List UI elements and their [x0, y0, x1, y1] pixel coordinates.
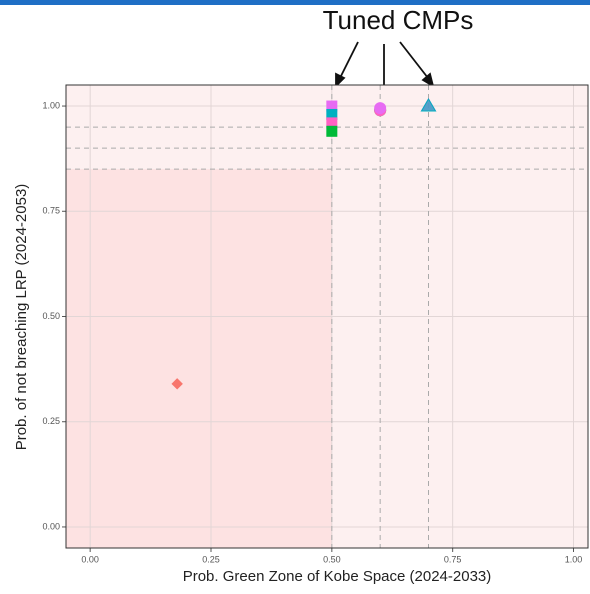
shaded-region [66, 169, 332, 548]
panel-border [65, 84, 589, 549]
y-tick-label: 0.00 [42, 521, 60, 531]
x-axis-label: Prob. Green Zone of Kobe Space (2024-203… [183, 568, 492, 585]
x-tick-label: 1.00 [565, 554, 583, 564]
x-tick-label: 0.25 [202, 554, 220, 564]
y-tick-label: 0.25 [42, 416, 60, 426]
y-tick-label: 0.75 [42, 206, 60, 216]
x-tick-label: 0.50 [323, 554, 341, 564]
point [326, 125, 338, 137]
point [374, 102, 387, 115]
y-axis-label: Prob. of not breaching LRP (2024-2053) [13, 184, 30, 451]
x-tick-label: 0.75 [444, 554, 462, 564]
y-tick-label: 0.50 [42, 311, 60, 321]
x-tick-label: 0.00 [81, 554, 99, 564]
top-bar [0, 0, 590, 5]
point [171, 378, 183, 390]
point [420, 98, 437, 112]
y-tick-label: 1.00 [42, 100, 60, 110]
annotation: Tuned CMPs [323, 5, 474, 35]
